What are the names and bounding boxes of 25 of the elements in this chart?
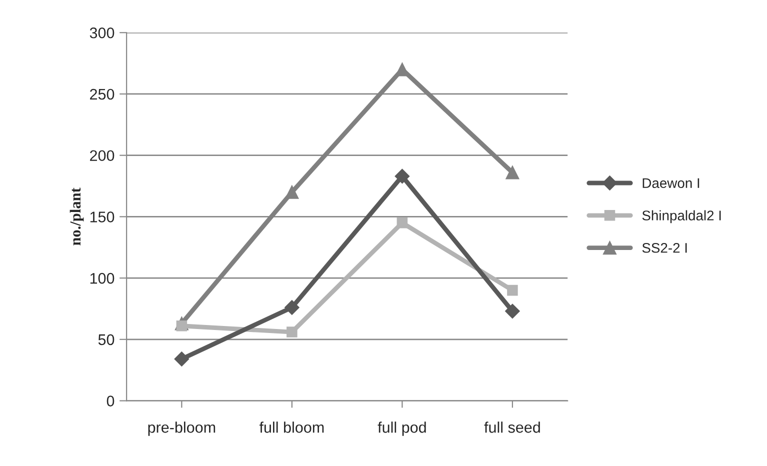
point xyxy=(284,300,300,315)
legend-label: Daewon I xyxy=(642,178,700,188)
point xyxy=(396,217,408,228)
x-tick-label: full pod xyxy=(378,422,426,436)
point xyxy=(174,352,190,366)
point xyxy=(285,185,299,199)
y-tick-label: 150 xyxy=(90,212,114,222)
legend-label: Shinpaldal2 I xyxy=(642,210,721,224)
point xyxy=(176,320,188,332)
x-tick-label: pre-bloom xyxy=(148,422,216,436)
y-tick-label: 300 xyxy=(90,27,114,38)
x-tick-label: full bloom xyxy=(259,422,324,433)
point xyxy=(394,168,410,184)
y-tick-label: 250 xyxy=(90,88,114,100)
y-tick-label: 50 xyxy=(98,334,114,346)
y-tick-label: 200 xyxy=(90,150,114,162)
x-tick-label: full seed xyxy=(484,422,540,433)
point xyxy=(286,326,298,338)
point xyxy=(507,284,518,296)
y-axis-title: no./plant xyxy=(70,188,84,246)
y-tick-label: 0 xyxy=(106,396,114,406)
y-tick-label: 100 xyxy=(90,272,114,284)
legend-label: SS2-2 I xyxy=(642,242,687,253)
point xyxy=(506,166,520,180)
point xyxy=(505,304,520,319)
